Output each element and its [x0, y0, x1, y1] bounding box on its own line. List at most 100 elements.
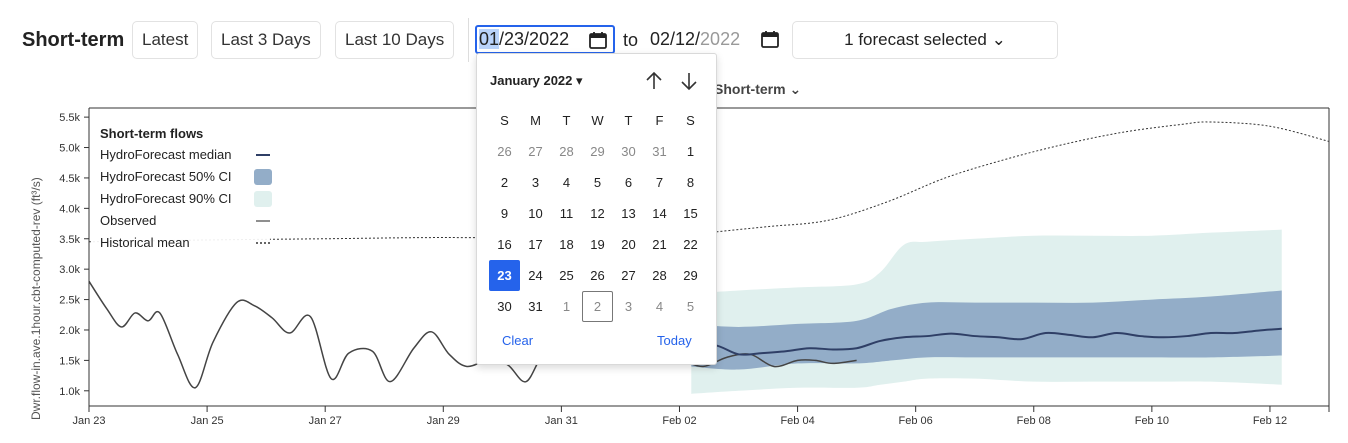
- today-button[interactable]: Today: [657, 333, 692, 348]
- calendar-day[interactable]: 4: [562, 175, 571, 190]
- calendar-day[interactable]: 11: [559, 206, 574, 221]
- ci90-swatch: [254, 191, 272, 207]
- median-line: [691, 327, 1282, 356]
- legend-item-historical: Historical mean: [100, 235, 272, 255]
- legend-item-ci50: HydroForecast 50% CI: [100, 169, 272, 189]
- calendar-day[interactable]: 30: [621, 144, 636, 159]
- calendar-day[interactable]: 28: [559, 144, 574, 159]
- calendar-day[interactable]: 15: [683, 206, 698, 221]
- calendar-day[interactable]: 28: [652, 268, 667, 283]
- calendar-day[interactable]: 30: [497, 299, 512, 314]
- weekday-header: W: [591, 113, 604, 128]
- calendar-day[interactable]: 1: [686, 144, 695, 159]
- calendar-day[interactable]: 27: [621, 268, 636, 283]
- historical-line-swatch: [256, 242, 272, 244]
- toolbar-divider: [468, 18, 469, 62]
- last-10-days-button[interactable]: Last 10 Days: [335, 21, 455, 59]
- calendar-day[interactable]: 3: [624, 299, 633, 314]
- calendar-day[interactable]: 2: [500, 175, 509, 190]
- calendar-day[interactable]: 31: [652, 144, 667, 159]
- legend-item-ci90: HydroForecast 90% CI: [100, 191, 272, 211]
- date-picker-popup: January 2022 ▾ S M T W T F S 26 27 28 29 30 31 1 2 3 4 5 6…: [476, 53, 717, 365]
- calendar-day[interactable]: 5: [686, 299, 695, 314]
- calendar-day[interactable]: 24: [528, 268, 543, 283]
- start-date-input[interactable]: 01/23/2022: [475, 25, 615, 54]
- legend-label: Observed: [100, 213, 157, 228]
- y-tick-label: 5.0k: [59, 143, 80, 155]
- calendar-day[interactable]: 19: [590, 237, 605, 252]
- weekday-header: T: [624, 113, 633, 128]
- calendar-day[interactable]: 16: [497, 237, 512, 252]
- calendar-day[interactable]: 3: [531, 175, 540, 190]
- start-date-month-segment[interactable]: 01: [479, 29, 500, 49]
- x-tick-label: Jan 27: [309, 415, 342, 427]
- calendar-day[interactable]: 8: [686, 175, 695, 190]
- legend-item-median: HydroForecast median: [100, 147, 270, 167]
- calendar-day[interactable]: 4: [655, 299, 664, 314]
- calendar-day[interactable]: 12: [590, 206, 605, 221]
- calendar-day[interactable]: 29: [590, 144, 605, 159]
- arrow-up-icon[interactable]: [643, 70, 665, 92]
- calendar-day[interactable]: 10: [528, 206, 543, 221]
- calendar-day[interactable]: 26: [497, 144, 512, 159]
- legend-title: Short-term flows: [100, 126, 204, 141]
- x-tick-label: Jan 23: [72, 415, 105, 427]
- legend-label: HydroForecast 50% CI: [100, 169, 232, 184]
- legend-label: Historical mean: [100, 235, 190, 250]
- y-tick-label: 1.0k: [59, 386, 80, 398]
- last-3-days-button[interactable]: Last 3 Days: [211, 21, 321, 59]
- y-tick-label: 4.5k: [59, 173, 80, 185]
- x-tick-label: Feb 02: [662, 415, 696, 427]
- calendar-day[interactable]: 18: [559, 237, 574, 252]
- calendar-day[interactable]: 5: [593, 175, 602, 190]
- y-tick-label: 2.0k: [59, 325, 80, 337]
- start-date-rest: /23/2022: [499, 29, 570, 49]
- calendar-day[interactable]: 22: [683, 237, 698, 252]
- calendar-day[interactable]: 1: [562, 299, 571, 314]
- end-date-main: 02/12/: [650, 29, 701, 49]
- calendar-day[interactable]: 26: [590, 268, 605, 283]
- x-tick-label: Feb 06: [899, 415, 933, 427]
- calendar-day[interactable]: 9: [500, 206, 509, 221]
- weekday-header: F: [655, 113, 664, 128]
- x-tick-label: Feb 10: [1135, 415, 1169, 427]
- y-axis-label: Dwr.flow-in.ave.1hour.cbt-computed-rev (…: [29, 177, 43, 420]
- calendar-day[interactable]: 7: [655, 175, 664, 190]
- y-tick-label: 4.0k: [59, 203, 80, 215]
- page-title: Short-term: [22, 29, 125, 51]
- y-tick-label: 1.5k: [59, 355, 80, 367]
- end-date-year: 2022: [700, 29, 741, 49]
- weekday-header: S: [686, 113, 695, 128]
- ci50-swatch: [254, 169, 272, 185]
- calendar-day[interactable]: 27: [528, 144, 543, 159]
- forecast-select-button[interactable]: 1 forecast selected ⌄: [792, 21, 1058, 59]
- calendar-day-selected[interactable]: 23: [489, 260, 520, 291]
- calendar-icon[interactable]: [589, 32, 607, 49]
- end-date-input[interactable]: 02/12/2022: [646, 25, 786, 54]
- forecast-type-select[interactable]: Short-term ⌄: [714, 81, 802, 97]
- month-year-select[interactable]: January 2022 ▾: [490, 73, 583, 88]
- calendar-day[interactable]: 17: [528, 237, 543, 252]
- observed-line-swatch: [256, 220, 270, 222]
- legend-label: HydroForecast 90% CI: [100, 191, 232, 206]
- calendar-day[interactable]: 13: [621, 206, 636, 221]
- x-tick-label: Feb 08: [1017, 415, 1051, 427]
- calendar-day[interactable]: 31: [528, 299, 543, 314]
- calendar-icon[interactable]: [761, 31, 779, 48]
- latest-button[interactable]: Latest: [132, 21, 199, 59]
- legend-label: HydroForecast median: [100, 147, 232, 162]
- clear-button[interactable]: Clear: [502, 333, 534, 348]
- x-tick-label: Feb 04: [780, 415, 814, 427]
- calendar-day[interactable]: 14: [652, 206, 667, 221]
- calendar-day[interactable]: 20: [621, 237, 636, 252]
- calendar-day[interactable]: 21: [652, 237, 667, 252]
- calendar-day[interactable]: 2: [582, 291, 613, 322]
- legend-item-observed: Observed: [100, 213, 270, 233]
- calendar-day[interactable]: 25: [559, 268, 574, 283]
- arrow-down-icon[interactable]: [678, 70, 700, 92]
- toolbar: Short-term Latest Last 3 Days Last 10 Da…: [0, 0, 1348, 80]
- weekday-header: S: [500, 113, 509, 128]
- x-tick-label: Jan 25: [191, 415, 224, 427]
- calendar-day[interactable]: 6: [624, 175, 633, 190]
- calendar-day[interactable]: 29: [683, 268, 698, 283]
